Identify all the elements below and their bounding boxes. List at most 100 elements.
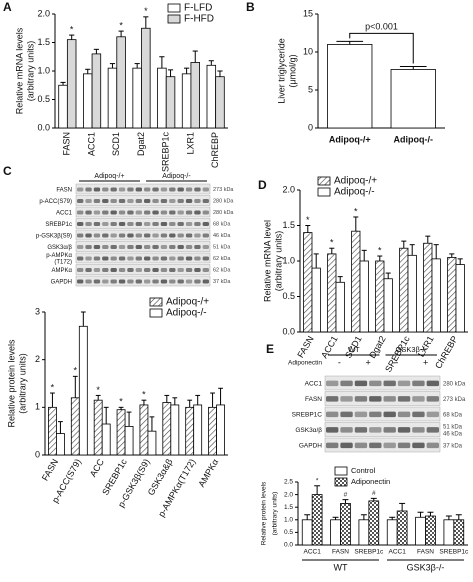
significance-mark: # [344, 491, 348, 498]
blot-kda: 68 kDa [213, 222, 231, 228]
blot-band [127, 267, 134, 272]
blot-band [93, 256, 101, 261]
blot-strip [75, 206, 211, 218]
blot-band [340, 442, 353, 449]
blot-band [144, 198, 151, 203]
blot-band [160, 267, 168, 272]
blot-strip [75, 264, 211, 275]
blot-band [135, 267, 142, 272]
blot-band [93, 244, 101, 249]
bar [208, 406, 217, 456]
y-axis-label: (arbitrary units) [272, 492, 279, 536]
y-tick-label: 1.0 [284, 517, 293, 524]
bar [368, 500, 380, 546]
lane-label: - [338, 357, 341, 367]
bar [390, 69, 436, 129]
blot-strip [75, 241, 211, 252]
blot-row-label: GSK3α/β [47, 245, 72, 251]
blot-band [194, 279, 201, 284]
blot-band [194, 198, 201, 203]
bar [91, 53, 102, 129]
y-tick-label: 0.5 [37, 94, 50, 104]
blot-band [77, 267, 84, 272]
blot-band [383, 427, 396, 433]
bar [141, 27, 151, 129]
blot-band [185, 256, 193, 261]
x-tick-label: ACC [88, 457, 106, 479]
blot-band [85, 256, 92, 261]
blot-strip [324, 391, 441, 406]
blot-band [397, 427, 411, 433]
blot-band [127, 210, 134, 215]
bar [425, 515, 436, 546]
x-tick-label: AMPKα [196, 457, 220, 489]
x-tick-label: Adipoq-/- [394, 134, 434, 144]
x-tick-label: SCD1 [111, 132, 121, 156]
x-tick-label: SREBP1c [354, 549, 384, 556]
significance-mark: * [330, 238, 334, 248]
x-tick-label: ACC1 [86, 132, 96, 156]
y-axis-label: Relative protein levels [261, 481, 268, 545]
legend-swatch [149, 308, 163, 318]
bar [70, 397, 80, 456]
blot-band [369, 427, 382, 433]
blot-band [144, 256, 151, 261]
blot-band [169, 210, 176, 215]
blot-band [102, 279, 109, 284]
blot-band [152, 267, 159, 272]
blot-kda: 280 kDa [213, 199, 234, 205]
blot-row-label: FASN [305, 396, 322, 403]
legend-label: Adipoq-/+ [334, 176, 377, 187]
blot-band [185, 279, 193, 284]
legend-swatch [149, 297, 163, 307]
legend-swatch [167, 14, 181, 24]
bar [335, 281, 345, 333]
blot-band [85, 187, 92, 192]
x-tick-label: SREBP1c [439, 549, 469, 556]
blot-band [340, 380, 353, 387]
y-tick-label: 3 [35, 306, 40, 316]
bar [190, 62, 200, 129]
blot-band [426, 396, 439, 402]
blot-band [85, 221, 92, 226]
blot-strip [75, 195, 211, 206]
blot-band [144, 221, 151, 226]
significance-mark: * [144, 6, 148, 16]
blot-band [194, 267, 201, 272]
bar [56, 433, 65, 456]
blot-band [194, 256, 201, 261]
blot-row-label: p-AMPKα [46, 253, 72, 259]
blot-band [169, 187, 176, 192]
blot-band [152, 187, 159, 192]
bar [132, 67, 142, 129]
blot-band [135, 210, 142, 215]
blot-band [152, 279, 159, 284]
blot-band [185, 221, 193, 226]
blot-band [169, 233, 176, 238]
y-axis-label: (arbitrary units) [273, 231, 283, 292]
significance-mark: * [119, 397, 123, 407]
blot-band [160, 198, 168, 203]
y-tick-label: 2.5 [284, 479, 293, 486]
blot-band [412, 442, 425, 449]
blot-kda: 273 kDa [213, 187, 234, 193]
bar [431, 258, 441, 333]
bar [165, 76, 176, 129]
blot-band [85, 244, 92, 249]
treatment-label: Adiponectin [288, 360, 322, 367]
y-tick-label: 0 [35, 449, 40, 459]
bar [375, 260, 385, 333]
legend-label: Adipoq-/- [334, 187, 375, 198]
blot-band [185, 210, 193, 215]
panel-label: B [246, 0, 255, 14]
bar [311, 267, 321, 333]
panel-label: C [3, 164, 12, 178]
legend-label: Control [351, 466, 376, 475]
blot-band [93, 267, 101, 272]
blot-band [185, 187, 193, 192]
blot-band [144, 267, 151, 272]
blot-band [202, 187, 209, 192]
blot-band [110, 210, 117, 215]
blot-band [160, 187, 168, 192]
y-tick-label: 0 [308, 122, 313, 132]
